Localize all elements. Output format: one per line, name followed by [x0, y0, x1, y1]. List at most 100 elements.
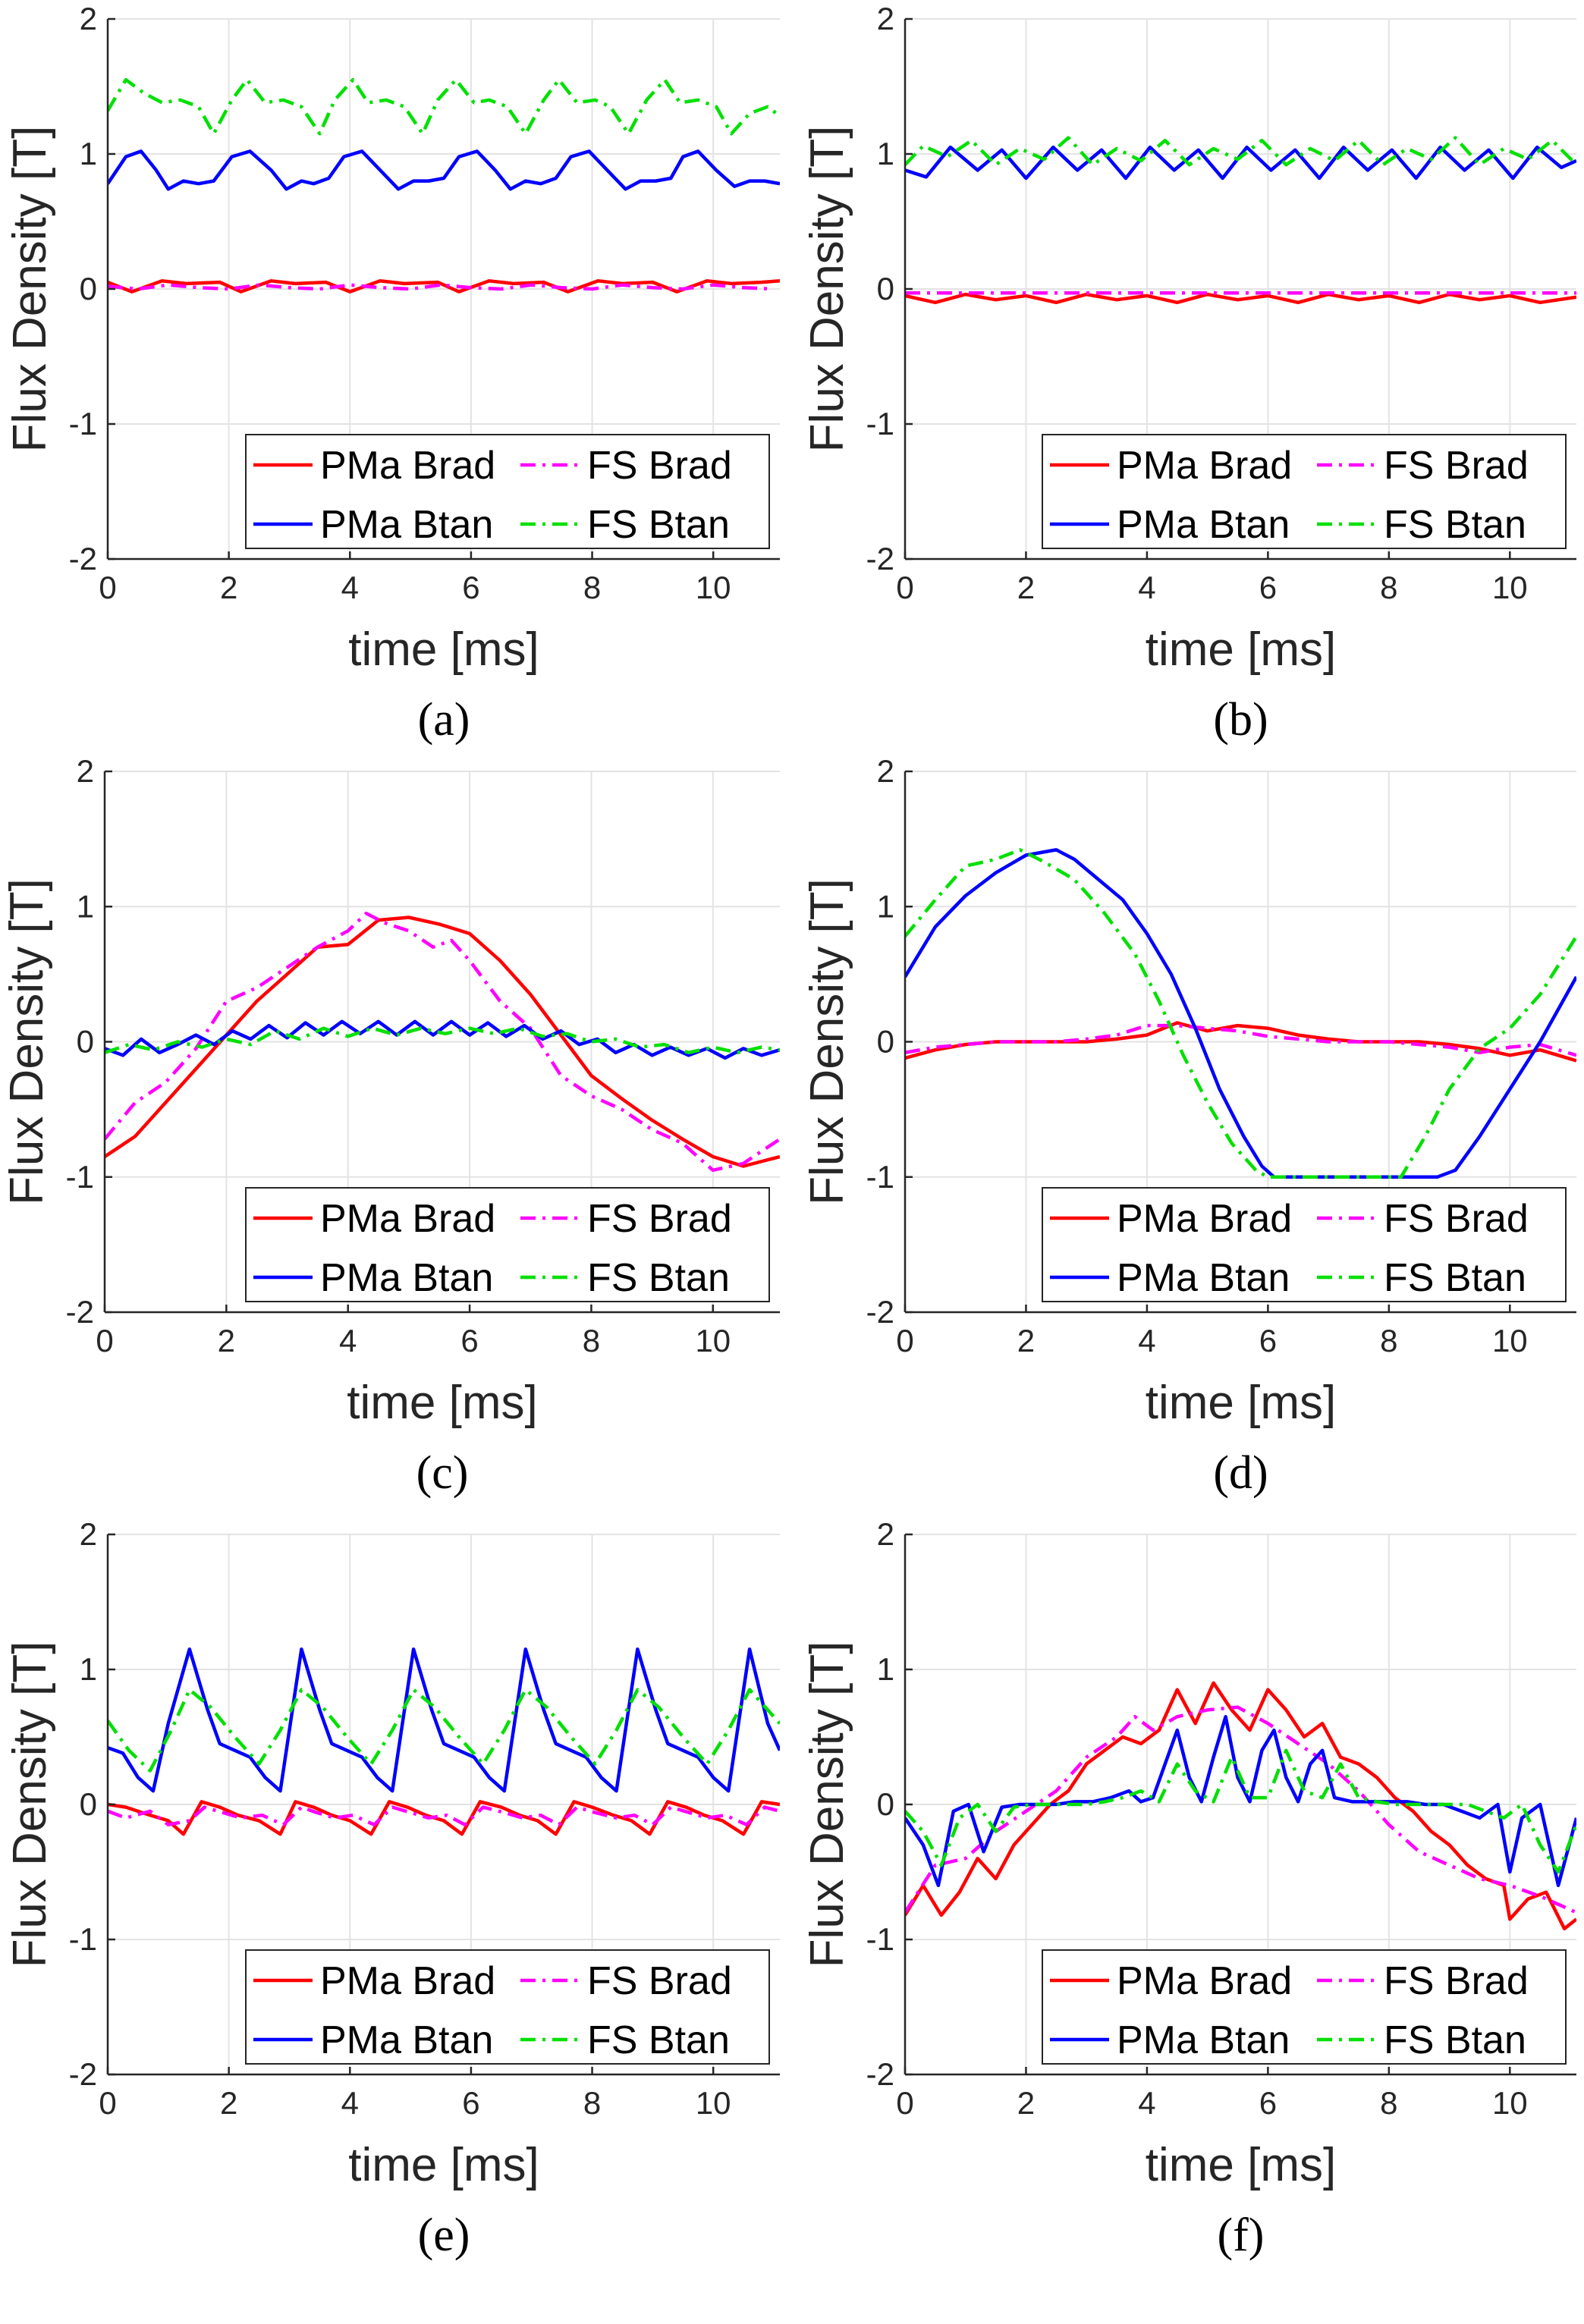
legend-label: FS Brad — [587, 444, 732, 488]
y-tick-label: -2 — [866, 2056, 894, 2092]
series-line — [108, 1647, 780, 1793]
legend: PMa Brad FS Brad PMa Btan FS Btan — [1042, 1949, 1567, 2065]
legend-label: FS Brad — [587, 1959, 732, 2003]
series-line — [108, 1805, 780, 1826]
series-group — [108, 77, 780, 294]
legend-label: FS Btan — [1384, 2018, 1526, 2062]
y-axis-label: Flux Density [T] — [801, 878, 853, 1205]
y-tick-label: 1 — [77, 888, 94, 924]
x-tick-label: 0 — [96, 1323, 113, 1358]
x-tick-label: 6 — [460, 1323, 478, 1358]
series-group — [105, 911, 780, 1173]
x-tick-label: 10 — [696, 2085, 731, 2121]
series-line — [108, 77, 780, 136]
x-tick-label: 10 — [696, 570, 731, 605]
y-tick-label: 1 — [877, 888, 894, 924]
legend: PMa Brad FS Brad PMa Btan FS Btan — [245, 434, 770, 549]
legend-label: FS Btan — [587, 2018, 730, 2062]
y-tick-label: 0 — [877, 1024, 894, 1060]
panel-caption: (a) — [418, 694, 470, 746]
y-tick-label: -1 — [66, 1159, 94, 1195]
x-tick-label: 0 — [99, 570, 116, 605]
y-tick-label: 1 — [80, 1651, 97, 1687]
x-tick-label: 4 — [341, 2085, 359, 2121]
legend-label: PMa Btan — [320, 503, 493, 547]
y-axis-label: Flux Density [T] — [4, 1641, 56, 1968]
x-tick-label: 4 — [1138, 570, 1155, 605]
x-tick-label: 0 — [896, 1323, 913, 1358]
legend-label: FS Btan — [587, 503, 730, 547]
legend-label: FS Brad — [1384, 1959, 1529, 2003]
y-tick-label: -1 — [69, 406, 97, 441]
y-tick-label: -1 — [866, 1921, 894, 1957]
legend-label: FS Btan — [1384, 503, 1526, 547]
y-tick-label: -2 — [69, 2056, 97, 2092]
x-tick-label: 8 — [583, 570, 601, 605]
y-axis-label: Flux Density [T] — [1, 878, 53, 1205]
series-line — [105, 1026, 780, 1055]
legend-label: PMa Brad — [1117, 1197, 1292, 1241]
x-tick-label: 6 — [1259, 1323, 1277, 1358]
panel-caption: (e) — [418, 2209, 470, 2261]
legend-label: FS Btan — [587, 1256, 730, 1300]
x-tick-label: 10 — [1492, 2085, 1528, 2121]
legend-box — [245, 434, 770, 549]
x-axis-label: time [ms] — [348, 2139, 539, 2191]
y-tick-label: -2 — [66, 1294, 94, 1330]
series-group — [905, 136, 1576, 305]
y-tick-label: 1 — [877, 136, 894, 171]
y-tick-label: 2 — [77, 753, 94, 789]
x-tick-label: 10 — [1492, 570, 1528, 605]
x-tick-label: 2 — [220, 2085, 237, 2121]
series-line — [105, 915, 780, 1168]
y-tick-label: -1 — [69, 1921, 97, 1957]
legend-box — [245, 1949, 770, 2065]
y-axis-label: Flux Density [T] — [801, 126, 853, 453]
panel-caption: (f) — [1218, 2209, 1265, 2261]
series-line — [905, 136, 1576, 167]
y-tick-label: 1 — [877, 1651, 894, 1687]
x-tick-label: 10 — [1492, 1323, 1528, 1358]
x-axis-label: time [ms] — [348, 623, 539, 676]
series-line — [905, 1021, 1576, 1063]
legend-label: PMa Btan — [1117, 503, 1290, 547]
series-line — [105, 1019, 780, 1060]
series-line — [905, 848, 1576, 1179]
y-axis-label: Flux Density [T] — [4, 126, 56, 453]
x-axis-label: time [ms] — [1146, 2139, 1336, 2191]
x-tick-label: 0 — [896, 570, 913, 605]
x-axis-label: time [ms] — [347, 1377, 537, 1429]
y-tick-label: 0 — [77, 1024, 94, 1060]
x-tick-label: 0 — [896, 2085, 913, 2121]
legend-label: PMa Btan — [320, 1256, 493, 1300]
x-tick-label: 0 — [99, 2085, 116, 2121]
legend-label: PMa Brad — [1117, 1959, 1292, 2003]
series-line — [905, 1705, 1576, 1914]
x-tick-label: 4 — [1138, 2085, 1155, 2121]
x-tick-label: 2 — [220, 570, 237, 605]
series-line — [905, 1748, 1576, 1874]
legend: PMa Brad FS Brad PMa Btan FS Btan — [245, 1949, 770, 2065]
series-line — [905, 292, 1576, 305]
panel-caption: (c) — [416, 1447, 469, 1499]
series-line — [108, 149, 780, 191]
legend-label: PMa Btan — [1117, 1256, 1290, 1300]
legend: PMa Brad FS Brad PMa Btan FS Btan — [1042, 434, 1567, 549]
legend: PMa Brad FS Brad PMa Btan FS Btan — [1042, 1187, 1567, 1302]
y-tick-label: -2 — [866, 541, 894, 576]
x-axis-label: time [ms] — [1146, 1377, 1336, 1429]
y-tick-label: 0 — [877, 1786, 894, 1822]
y-tick-label: 2 — [877, 1516, 894, 1552]
x-tick-label: 8 — [583, 1323, 600, 1358]
x-tick-label: 10 — [695, 1323, 731, 1358]
legend-label: FS Brad — [1384, 444, 1529, 488]
y-axis-label: Flux Density [T] — [801, 1641, 853, 1968]
y-tick-label: -2 — [866, 1294, 894, 1330]
